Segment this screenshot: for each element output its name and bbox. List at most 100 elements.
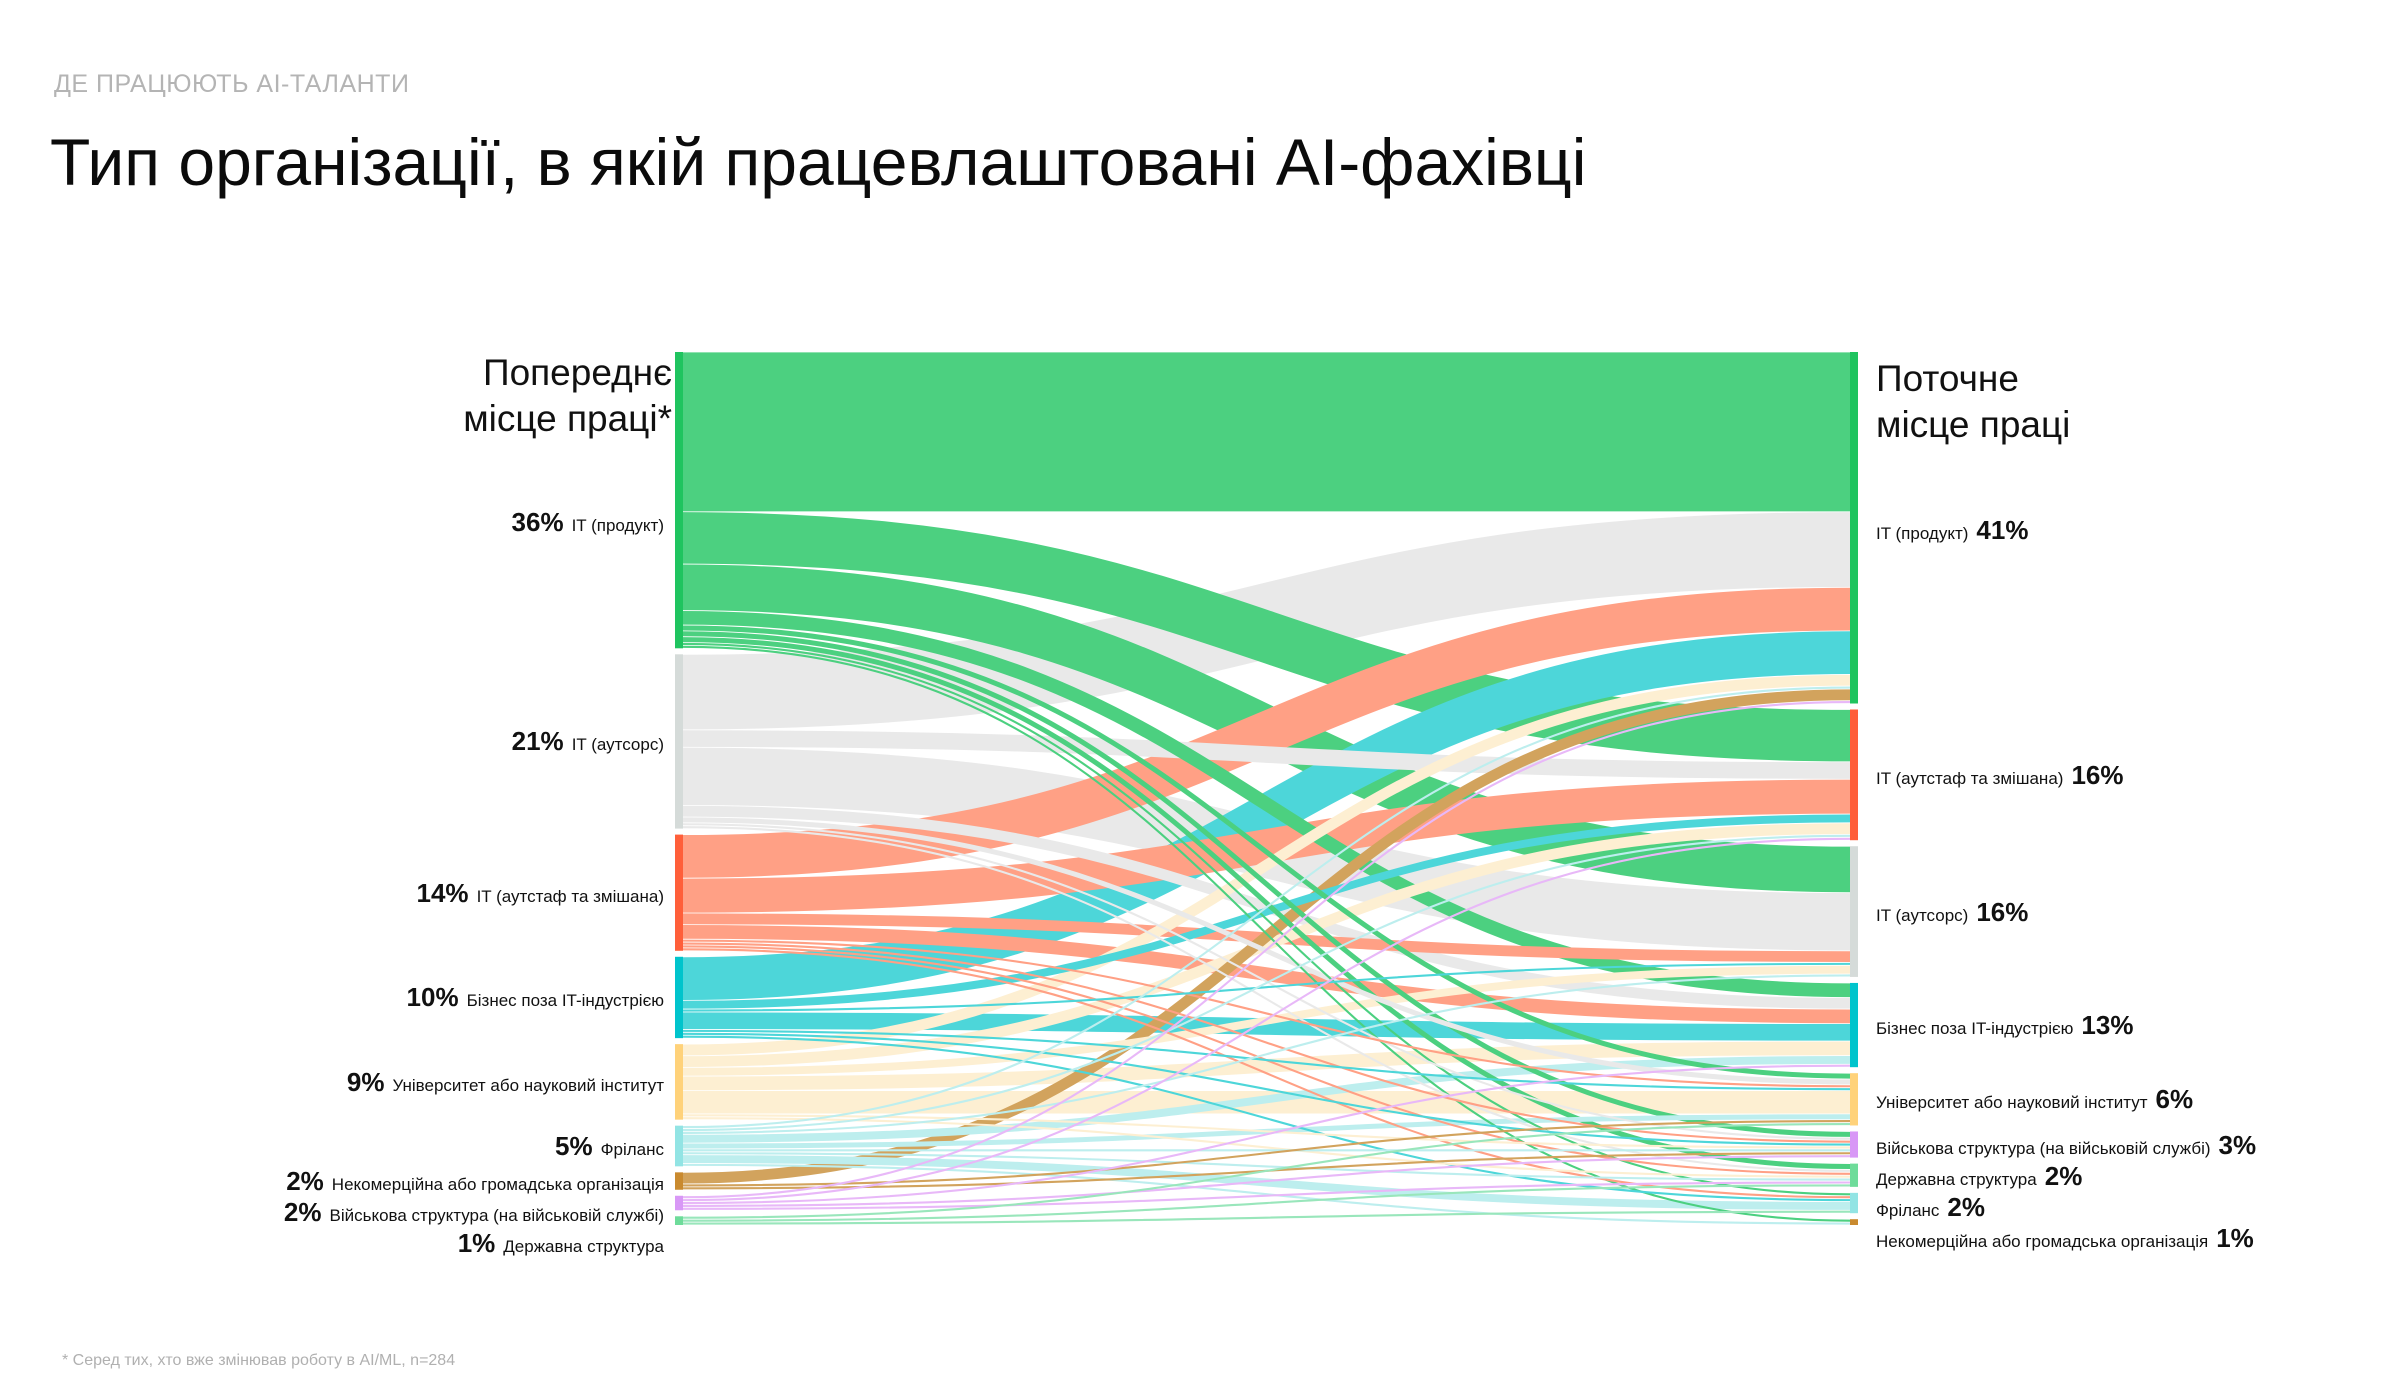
right-node-name: Фріланс xyxy=(1876,1200,1940,1220)
right-node-label: Некомерційна або громадська організація 1… xyxy=(1876,1224,2262,1252)
right-node-pct: 3% xyxy=(2218,1129,2257,1160)
flow-link xyxy=(682,1155,1851,1207)
left-node-bar xyxy=(675,834,683,951)
flow-link xyxy=(682,1184,1851,1222)
flow-link xyxy=(682,1181,1851,1210)
right-node-bar xyxy=(1850,1192,1858,1214)
flow-link xyxy=(682,730,1851,779)
right-node-pct: 1% xyxy=(2216,1222,2254,1253)
left-node-name: Бізнес поза IT-індустрією xyxy=(466,991,664,1011)
left-node-label: 2% Військова структура (на військовій слу… xyxy=(276,1198,664,1226)
left-node-pct: 21% xyxy=(511,726,564,757)
right-node-label: IT (продукт) 41% xyxy=(1876,516,2036,544)
flow-link xyxy=(682,1155,1851,1210)
flow-link xyxy=(682,1210,1851,1225)
flow-link xyxy=(682,1114,1851,1149)
flow-link xyxy=(682,631,1851,1000)
flow-link xyxy=(682,823,1851,1140)
right-node-label: Фріланс 2% xyxy=(1876,1193,1993,1221)
left-node-name: Некомерційна або громадська організація xyxy=(331,1175,664,1195)
right-node-name: Військова структура (на військовій служб… xyxy=(1876,1138,2211,1158)
right-node-name: Університет або науковий інститут xyxy=(1876,1093,2148,1113)
right-header: Поточне місце праці xyxy=(1876,358,2071,445)
left-node-pct: 9% xyxy=(346,1066,385,1097)
flow-link xyxy=(682,974,1851,1134)
left-node-label: 5% Фріланс xyxy=(547,1132,664,1160)
kicker: ДЕ ПРАЦЮЮТЬ AI-ТАЛАНТИ xyxy=(54,70,410,98)
right-node-pct: 13% xyxy=(2081,1010,2134,1041)
flow-link xyxy=(682,939,1851,1088)
left-node-bar xyxy=(675,1172,683,1190)
right-node-bar xyxy=(1850,846,1858,977)
right-node-bar xyxy=(1850,1073,1858,1126)
right-node-bar xyxy=(1850,709,1858,841)
flow-link xyxy=(682,686,1851,1129)
left-node-label: 10% Бізнес поза IT-індустрією xyxy=(399,983,664,1011)
right-node-name: IT (аутсорс) xyxy=(1876,905,1969,925)
left-node-label: 14% IT (аутстаф та змішана) xyxy=(409,879,664,907)
flow-link xyxy=(682,1120,1851,1187)
right-node-bar xyxy=(1850,352,1858,704)
left-node-pct: 14% xyxy=(416,877,469,908)
right-node-pct: 41% xyxy=(1976,515,2029,545)
left-node-bar xyxy=(675,1195,683,1211)
right-node-name: Бізнес поза IT-індустрією xyxy=(1876,1019,2074,1039)
footnote: * Серед тих, хто вже змінював роботу в A… xyxy=(62,1352,456,1369)
left-node-bar xyxy=(675,654,683,829)
left-node-bar xyxy=(675,1216,683,1225)
flow-link xyxy=(682,965,1851,1076)
left-node-pct: 36% xyxy=(511,507,564,537)
flow-link xyxy=(682,625,1851,1079)
flow-link xyxy=(682,1012,1851,1041)
flow-link xyxy=(682,837,1851,1202)
flow-link xyxy=(682,1122,1851,1219)
right-node-bar xyxy=(1850,1219,1858,1225)
flow-link xyxy=(682,814,1851,1009)
left-node-label: 36% IT (продукт) xyxy=(504,508,664,536)
flow-link xyxy=(682,689,1851,1184)
right-node-name: IT (аутстаф та змішана) xyxy=(1876,768,2064,788)
left-node-name: IT (продукт) xyxy=(571,516,664,535)
left-header: Попереднє місце праці* xyxy=(463,352,672,439)
left-node-name: Фріланс xyxy=(600,1139,664,1159)
left-node-bar xyxy=(675,956,683,1039)
left-node-name: IT (аутсорс) xyxy=(571,735,664,755)
left-node-pct: 5% xyxy=(555,1130,593,1161)
left-node-label: 1% Державна структура xyxy=(450,1229,664,1257)
left-node-name: Державна структура xyxy=(503,1237,664,1257)
flow-link xyxy=(682,1152,1851,1181)
left-node-pct: 2% xyxy=(283,1197,322,1228)
flow-link xyxy=(682,637,1851,1170)
left-node-pct: 1% xyxy=(457,1228,496,1259)
flow-link xyxy=(682,962,1851,1012)
right-node-label: IT (аутсорс) 16% xyxy=(1876,898,2036,926)
flow-link xyxy=(682,700,1851,1199)
right-node-pct: 2% xyxy=(1947,1191,1985,1222)
right-node-name: Некомерційна або громадська організація xyxy=(1876,1231,2209,1251)
flow-link xyxy=(682,779,1851,913)
flow-link xyxy=(682,948,1851,1199)
left-node-name: Університет або науковий інститут xyxy=(392,1075,664,1095)
right-node-name: Державна структура xyxy=(1876,1169,2037,1189)
right-node-pct: 16% xyxy=(2071,759,2124,790)
flow-link xyxy=(682,1029,1851,1091)
page-title: Тип організації, в якій працевлаштовані … xyxy=(50,125,1587,199)
right-node-label: IT (аутстаф та змішана) 16% xyxy=(1876,761,2131,789)
right-node-pct: 16% xyxy=(1976,896,2029,927)
right-node-bar xyxy=(1850,1131,1858,1158)
right-node-label: Військова структура (на військовій служб… xyxy=(1876,1131,2264,1159)
flow-link xyxy=(682,1035,1851,1202)
left-node-pct: 2% xyxy=(286,1166,324,1197)
flow-link xyxy=(682,645,1851,1222)
left-node-bar xyxy=(675,1044,683,1120)
right-node-name: IT (продукт) xyxy=(1876,524,1969,543)
left-node-pct: 10% xyxy=(406,982,459,1013)
left-node-label: 21% IT (аутсорс) xyxy=(504,727,664,755)
flow-link xyxy=(682,1032,1851,1146)
left-node-name: Військова структура (на військовій служб… xyxy=(329,1206,664,1226)
flow-link xyxy=(682,674,1851,1056)
flow-link xyxy=(682,587,1851,878)
flow-link xyxy=(682,1064,1851,1205)
right-node-pct: 2% xyxy=(2044,1160,2083,1191)
